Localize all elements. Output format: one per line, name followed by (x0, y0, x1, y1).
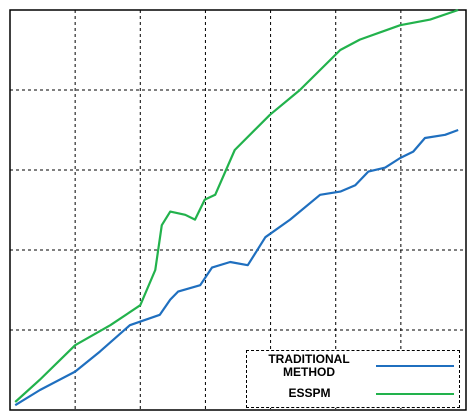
legend: TRADITIONAL METHOD ESSPM (246, 350, 460, 408)
legend-item: TRADITIONAL METHOD (247, 353, 459, 379)
plot-frame (9, 9, 467, 411)
legend-swatch (376, 392, 454, 395)
legend-swatch (376, 365, 454, 367)
legend-label: TRADITIONAL METHOD (268, 352, 350, 379)
series-line (14, 8, 459, 403)
legend-label: ESSPM (288, 386, 331, 400)
series-line (14, 128, 459, 407)
legend-item: ESSPM (247, 387, 459, 400)
